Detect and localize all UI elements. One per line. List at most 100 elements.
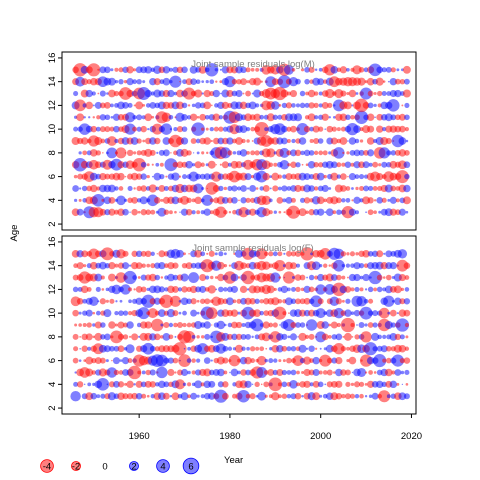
- residual-bubble: [207, 285, 216, 294]
- residual-bubble: [211, 324, 213, 326]
- residual-bubble: [158, 185, 166, 192]
- residual-bubble: [218, 115, 223, 120]
- residual-bubble: [205, 307, 218, 319]
- residual-bubble: [286, 346, 292, 352]
- residual-bubble: [327, 102, 333, 109]
- y-tick-label: 10: [47, 124, 58, 135]
- residual-bubble: [340, 90, 347, 97]
- residual-bubble: [185, 262, 193, 270]
- residual-bubble: [81, 78, 89, 86]
- residual-bubble: [250, 275, 255, 280]
- residual-bubble: [323, 198, 328, 203]
- residual-bubble: [363, 298, 369, 304]
- residual-bubble: [304, 102, 310, 108]
- residual-bubble: [259, 310, 264, 316]
- residual-bubble: [71, 136, 80, 146]
- residual-bubble: [232, 151, 237, 155]
- residual-bubble: [99, 172, 107, 181]
- panel-2: Joint sample residuals log(F) 2 4 6 8 10 12 14 1…: [47, 235, 417, 415]
- residual-bubble: [235, 161, 243, 169]
- residual-bubble: [360, 331, 372, 343]
- residual-bubble: [144, 66, 152, 74]
- residual-bubble: [187, 370, 191, 375]
- residual-bubble: [160, 323, 164, 327]
- residual-bubble: [223, 209, 228, 215]
- residual-bubble: [172, 161, 179, 168]
- residual-bubble: [178, 311, 182, 315]
- residual-bubble: [177, 322, 183, 328]
- residual-bubble: [125, 344, 135, 354]
- residual-bubble: [182, 322, 187, 328]
- residual-bubble: [335, 333, 343, 341]
- residual-bubble: [356, 296, 367, 307]
- residual-bubble: [114, 138, 119, 144]
- residual-bubble: [118, 67, 124, 73]
- residual-bubble: [308, 286, 315, 293]
- residual-bubble: [322, 370, 328, 375]
- residual-bubble: [385, 357, 392, 364]
- residual-bubble: [123, 270, 137, 285]
- residual-bubble: [78, 151, 82, 155]
- residual-bubble: [405, 210, 409, 214]
- residual-bubble: [198, 65, 207, 74]
- residual-bubble: [153, 285, 162, 294]
- residual-bubble: [259, 323, 264, 327]
- residual-bubble: [178, 175, 182, 178]
- residual-bubble: [146, 394, 150, 398]
- residual-bubble: [367, 286, 374, 293]
- residual-bubble: [188, 272, 200, 283]
- residual-bubble: [372, 346, 378, 352]
- residual-bubble: [336, 209, 342, 215]
- residual-bubble: [187, 394, 191, 399]
- residual-bubble: [196, 358, 201, 363]
- residual-bubble: [154, 197, 161, 204]
- residual-bubble: [351, 371, 354, 374]
- residual-bubble: [113, 380, 120, 388]
- residual-bubble: [240, 197, 247, 204]
- residual-bubble: [336, 274, 342, 281]
- residual-bubble: [122, 250, 129, 257]
- residual-bubble: [99, 298, 106, 305]
- residual-bubble: [167, 273, 175, 282]
- residual-bubble: [179, 211, 181, 213]
- residual-bubble: [307, 113, 316, 122]
- residual-bubble: [146, 263, 151, 268]
- residual-bubble: [271, 392, 280, 401]
- residual-bubble: [203, 89, 211, 98]
- residual-bubble: [250, 150, 256, 156]
- residual-bubble: [238, 207, 249, 218]
- residual-bubble: [335, 380, 343, 388]
- residual-bubble: [85, 125, 93, 133]
- residual-bubble: [126, 380, 134, 389]
- residual-bubble: [382, 358, 387, 363]
- residual-bubble: [290, 369, 297, 376]
- residual-bubble: [380, 345, 388, 353]
- residual-bubble: [313, 91, 319, 96]
- residual-bubble: [354, 174, 360, 179]
- residual-bubble: [104, 114, 111, 121]
- residual-bubble: [321, 321, 330, 329]
- residual-bubble: [219, 163, 222, 166]
- residual-bubble: [251, 92, 254, 95]
- residual-bubble: [318, 91, 323, 96]
- residual-bubble: [221, 196, 229, 204]
- residual-bubble: [363, 67, 369, 73]
- residual-bubble: [180, 195, 189, 205]
- residual-bubble: [336, 174, 342, 179]
- residual-bubble: [358, 174, 365, 180]
- residual-bubble: [240, 78, 247, 86]
- residual-bubble: [270, 272, 281, 283]
- bubbles: [70, 247, 411, 403]
- residual-bubble: [227, 346, 233, 351]
- residual-bubble: [286, 150, 292, 156]
- residual-bubble: [359, 185, 365, 191]
- residual-bubble: [360, 87, 373, 100]
- residual-bubble: [404, 150, 410, 156]
- legend-bubble: [156, 459, 170, 473]
- residual-bubble: [305, 347, 309, 350]
- residual-bubble: [182, 174, 188, 180]
- residual-bubble: [291, 286, 296, 292]
- residual-bubble: [211, 171, 222, 182]
- residual-bubble: [119, 359, 123, 362]
- residual-bubble: [380, 137, 389, 145]
